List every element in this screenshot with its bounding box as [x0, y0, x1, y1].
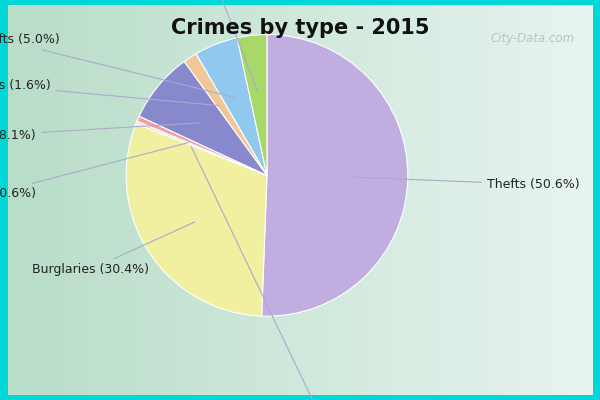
Text: Thefts (50.6%): Thefts (50.6%): [353, 177, 580, 191]
Text: Murders (0.3%): Murders (0.3%): [191, 146, 373, 400]
Text: Burglaries (30.4%): Burglaries (30.4%): [32, 222, 195, 276]
Text: Auto thefts (5.0%): Auto thefts (5.0%): [0, 34, 234, 97]
Text: Arson (3.4%): Arson (3.4%): [159, 0, 257, 90]
Text: Rapes (0.6%): Rapes (0.6%): [0, 143, 188, 200]
Wedge shape: [262, 34, 408, 316]
Wedge shape: [126, 124, 267, 316]
Text: Crimes by type - 2015: Crimes by type - 2015: [171, 18, 429, 38]
Wedge shape: [137, 116, 267, 175]
Wedge shape: [136, 121, 267, 175]
Text: City-Data.com: City-Data.com: [491, 32, 575, 46]
Wedge shape: [184, 54, 267, 175]
Wedge shape: [237, 34, 267, 175]
Text: Robberies (1.6%): Robberies (1.6%): [0, 79, 219, 106]
Wedge shape: [196, 38, 267, 175]
Wedge shape: [139, 62, 267, 175]
Text: Assaults (8.1%): Assaults (8.1%): [0, 123, 200, 142]
